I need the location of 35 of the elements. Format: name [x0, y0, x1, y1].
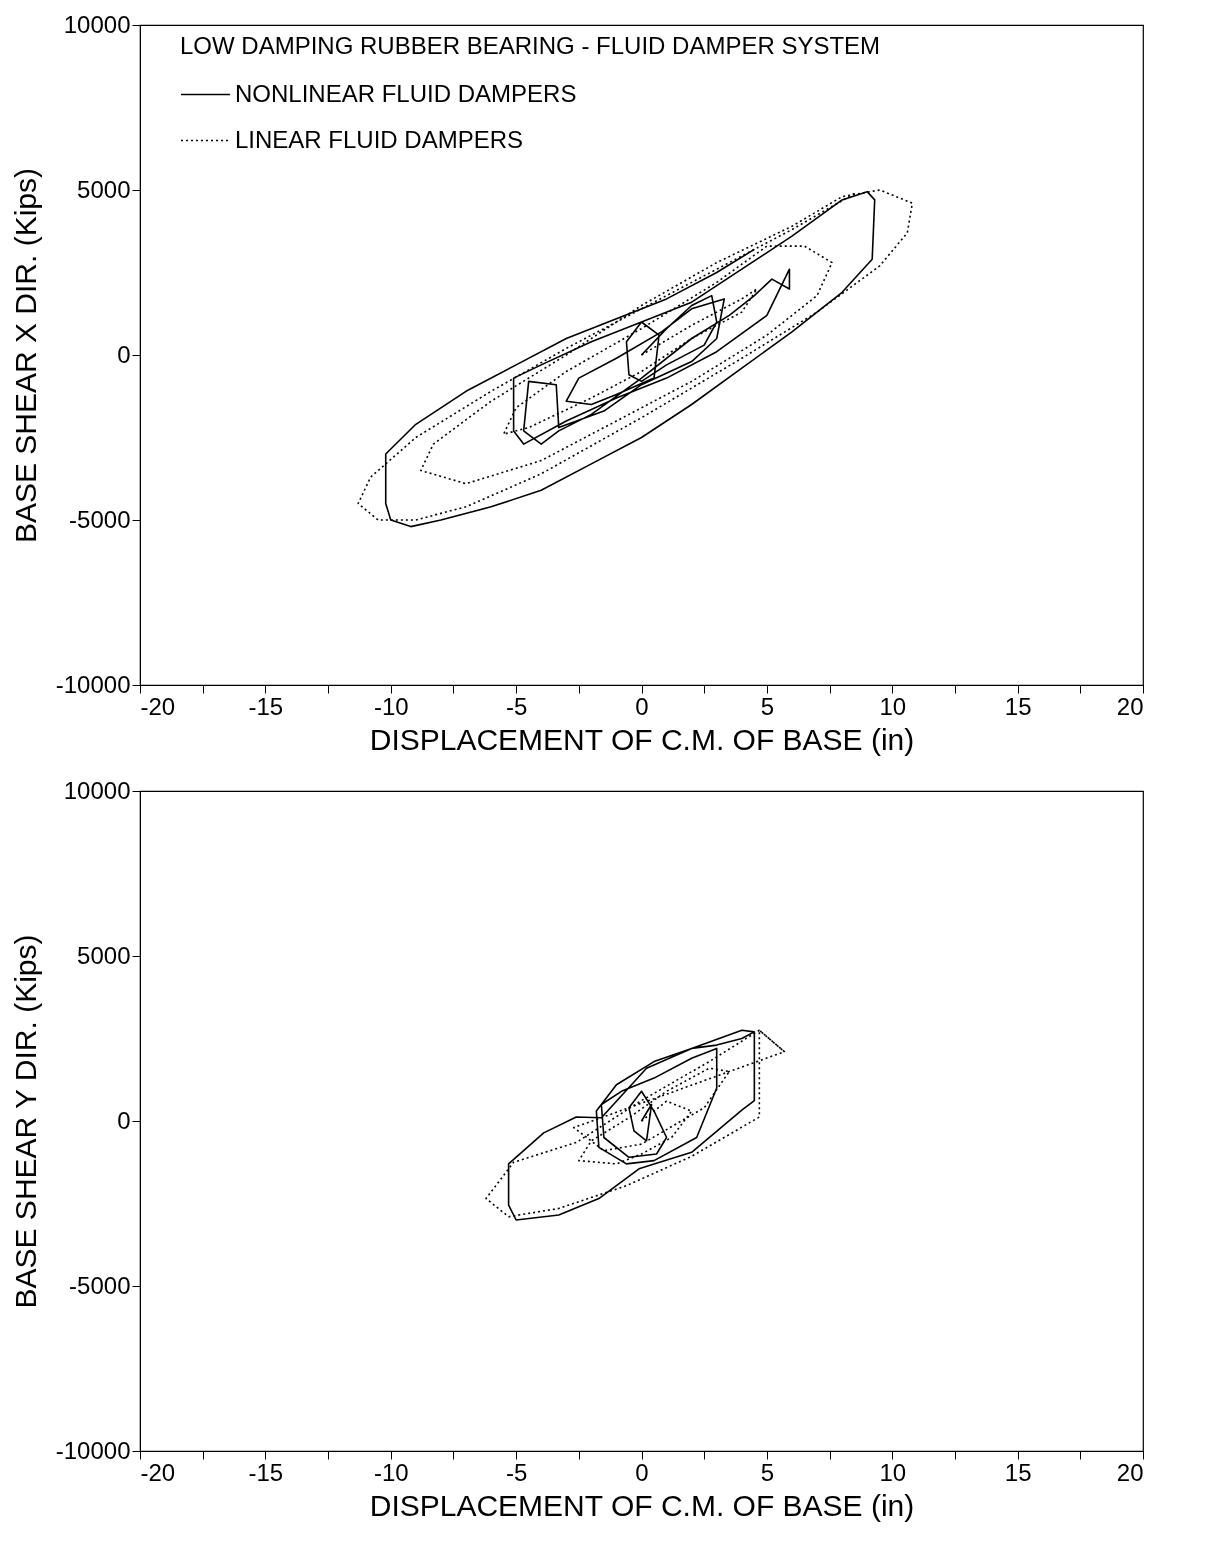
x-tick-label: -15 [248, 692, 284, 720]
y-axis-title: BASE SHEAR Y DIR. (Kips) [8, 934, 42, 1309]
y-tick-label: 0 [117, 340, 131, 368]
x-tick-label: 15 [1004, 692, 1032, 720]
y-tick-label: 0 [117, 1106, 131, 1134]
x-tick-label: -5 [505, 692, 528, 720]
y-tick-label: 5000 [77, 941, 131, 969]
x-tick-label: -10 [373, 692, 409, 720]
x-tick-label: 0 [635, 1458, 649, 1486]
legend-label: LINEAR FLUID DAMPERS [235, 125, 524, 153]
y-tick-label: 10000 [63, 10, 131, 38]
y-tick-label: 10000 [63, 776, 131, 804]
legend-title: LOW DAMPING RUBBER BEARING - FLUID DAMPER SYSTEM [180, 32, 881, 59]
y-axis-title: BASE SHEAR X DIR. (Kips) [8, 167, 42, 544]
x-tick-label: 0 [635, 692, 649, 720]
y-tick-label: -5000 [69, 505, 131, 533]
x-tick-label: 10 [879, 692, 907, 720]
x-tick-label: 5 [760, 692, 775, 720]
x-tick-label: 20 [1116, 1458, 1144, 1486]
x-tick-label: -10 [373, 1458, 409, 1486]
x-tick-label: -20 [140, 1458, 176, 1486]
y-tick-label: 5000 [77, 175, 131, 203]
x-tick-label: 20 [1116, 692, 1144, 720]
x-axis-title: DISPLACEMENT OF C.M. OF BASE (in) [369, 722, 915, 756]
x-tick-label: -20 [140, 692, 176, 720]
y-tick-label: -5000 [69, 1271, 131, 1299]
x-tick-label: 10 [879, 1458, 907, 1486]
y-tick-label: -10000 [55, 670, 131, 698]
x-axis-title: DISPLACEMENT OF C.M. OF BASE (in) [369, 1488, 915, 1522]
y-tick-label: -10000 [55, 1436, 131, 1464]
x-tick-label: 5 [760, 1458, 775, 1486]
x-tick-label: -5 [505, 1458, 528, 1486]
legend-label: NONLINEAR FLUID DAMPERS [235, 79, 577, 107]
x-tick-label: -15 [248, 1458, 284, 1486]
x-tick-label: 15 [1004, 1458, 1032, 1486]
